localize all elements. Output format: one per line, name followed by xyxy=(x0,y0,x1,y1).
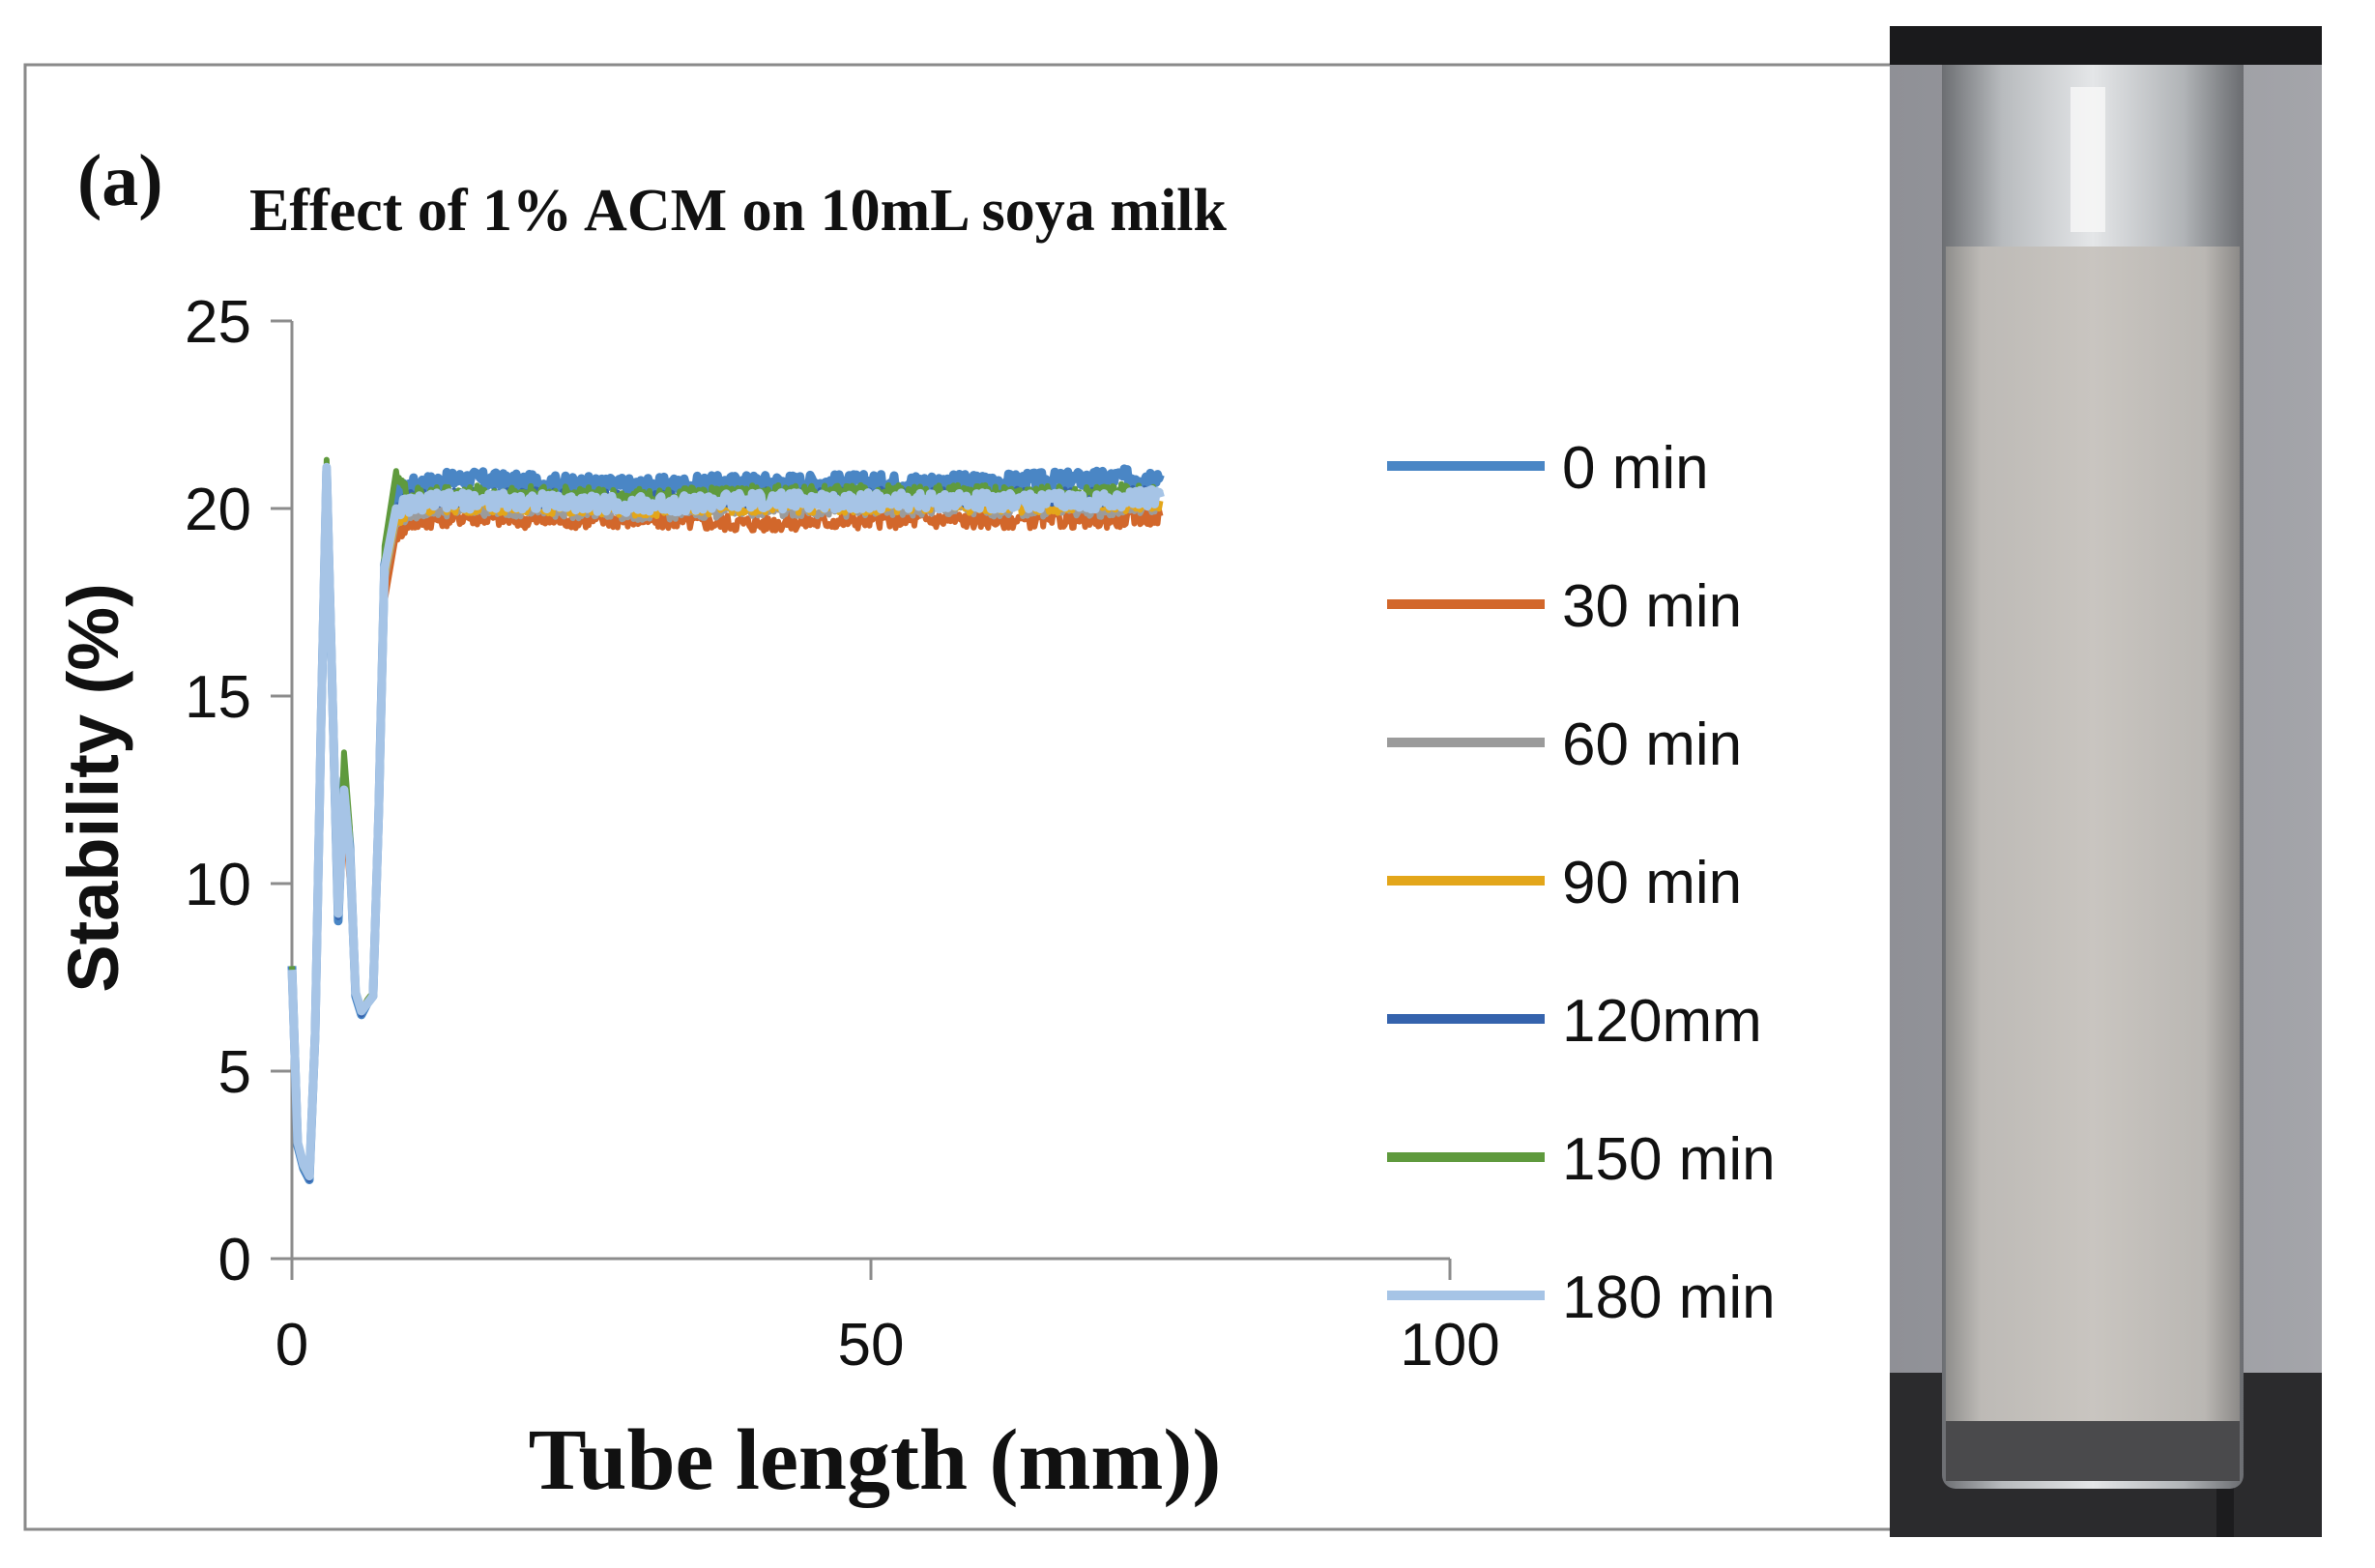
series-line-180-min xyxy=(287,462,1165,1181)
legend-label: 120mm xyxy=(1562,988,1762,1055)
legend-label: 180 min xyxy=(1562,1264,1776,1331)
chart-title: Effect of 1% ACM on 10mL soya milk xyxy=(249,178,1227,244)
y-tick-label: 15 xyxy=(185,664,251,731)
panel-label: (a) xyxy=(77,140,163,221)
legend-label: 0 min xyxy=(1562,435,1709,502)
milk-column xyxy=(1946,247,2240,1440)
y-tick-label: 20 xyxy=(185,477,251,543)
axes: 0 5 10 15 20 25 0 50 100 xyxy=(185,289,1500,1379)
x-tick-label: 100 xyxy=(1400,1312,1499,1379)
legend-label: 90 min xyxy=(1562,850,1742,916)
legend: 0 min 30 min 60 min 90 min 120mm 150 min 180 m… xyxy=(1387,435,1776,1331)
y-axis-title: Stability (%) xyxy=(53,583,133,992)
tube-cap xyxy=(1890,26,2322,65)
y-tick-label: 0 xyxy=(218,1227,251,1293)
series-line-150-min xyxy=(289,456,1164,1179)
plot-area xyxy=(287,456,1165,1184)
legend-label: 60 min xyxy=(1562,711,1742,778)
glass-highlight xyxy=(2071,87,2105,232)
series-line-0-min xyxy=(287,464,1165,1184)
x-tick-label: 0 xyxy=(275,1312,308,1379)
tube-bottom xyxy=(1946,1421,2240,1481)
y-tick-label: 5 xyxy=(218,1039,251,1106)
y-tick-label: 25 xyxy=(185,289,251,356)
tube-photo xyxy=(1890,26,2322,1537)
y-tick-label: 10 xyxy=(185,852,251,918)
x-axis-title: Tube length (mm)) xyxy=(529,1412,1222,1508)
x-tick-label: 50 xyxy=(838,1312,905,1379)
series-line-30-min xyxy=(289,486,1164,1176)
legend-label: 150 min xyxy=(1562,1126,1776,1193)
legend-label: 30 min xyxy=(1562,573,1742,640)
